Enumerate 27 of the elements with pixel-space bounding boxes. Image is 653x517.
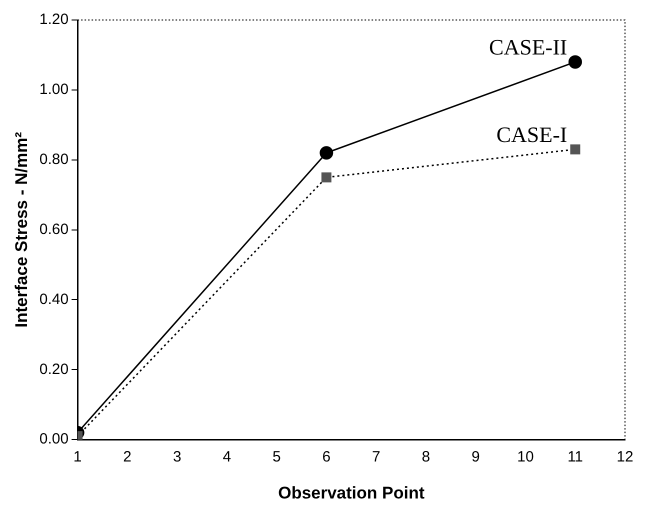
- series-label: CASE-II: [489, 34, 568, 60]
- x-tick-label: 7: [372, 448, 380, 466]
- y-tick-label: 1.00: [39, 81, 69, 98]
- y-tick-label: 0.00: [39, 430, 69, 448]
- x-tick-label: 8: [422, 448, 430, 466]
- x-tick-label: 4: [222, 448, 232, 466]
- point: [321, 172, 332, 182]
- x-tick-label: 12: [616, 448, 634, 466]
- point: [568, 55, 582, 69]
- series-label: CASE-I: [496, 122, 568, 148]
- y-axis-title: Interface Stress - N/mm²: [12, 132, 31, 328]
- x-tick-label: 10: [517, 448, 534, 466]
- x-tick-label: 5: [272, 448, 281, 466]
- x-tick-label: 2: [123, 448, 132, 466]
- x-tick-label: 6: [322, 448, 331, 466]
- y-tick-label: 0.80: [39, 151, 69, 168]
- y-tick-label: 0.60: [39, 220, 69, 238]
- x-axis-title: Observation Point: [278, 483, 425, 502]
- x-tick-label: 1: [73, 448, 82, 466]
- y-tick-label: 1.20: [39, 11, 69, 28]
- y-tick-label: 0.20: [39, 360, 69, 378]
- y-tick-label: 0.40: [39, 290, 69, 308]
- point: [320, 146, 334, 160]
- x-tick-label: 3: [172, 448, 182, 466]
- x-tick-label: 9: [472, 448, 480, 466]
- point: [570, 144, 580, 154]
- x-tick-label: 11: [567, 448, 584, 466]
